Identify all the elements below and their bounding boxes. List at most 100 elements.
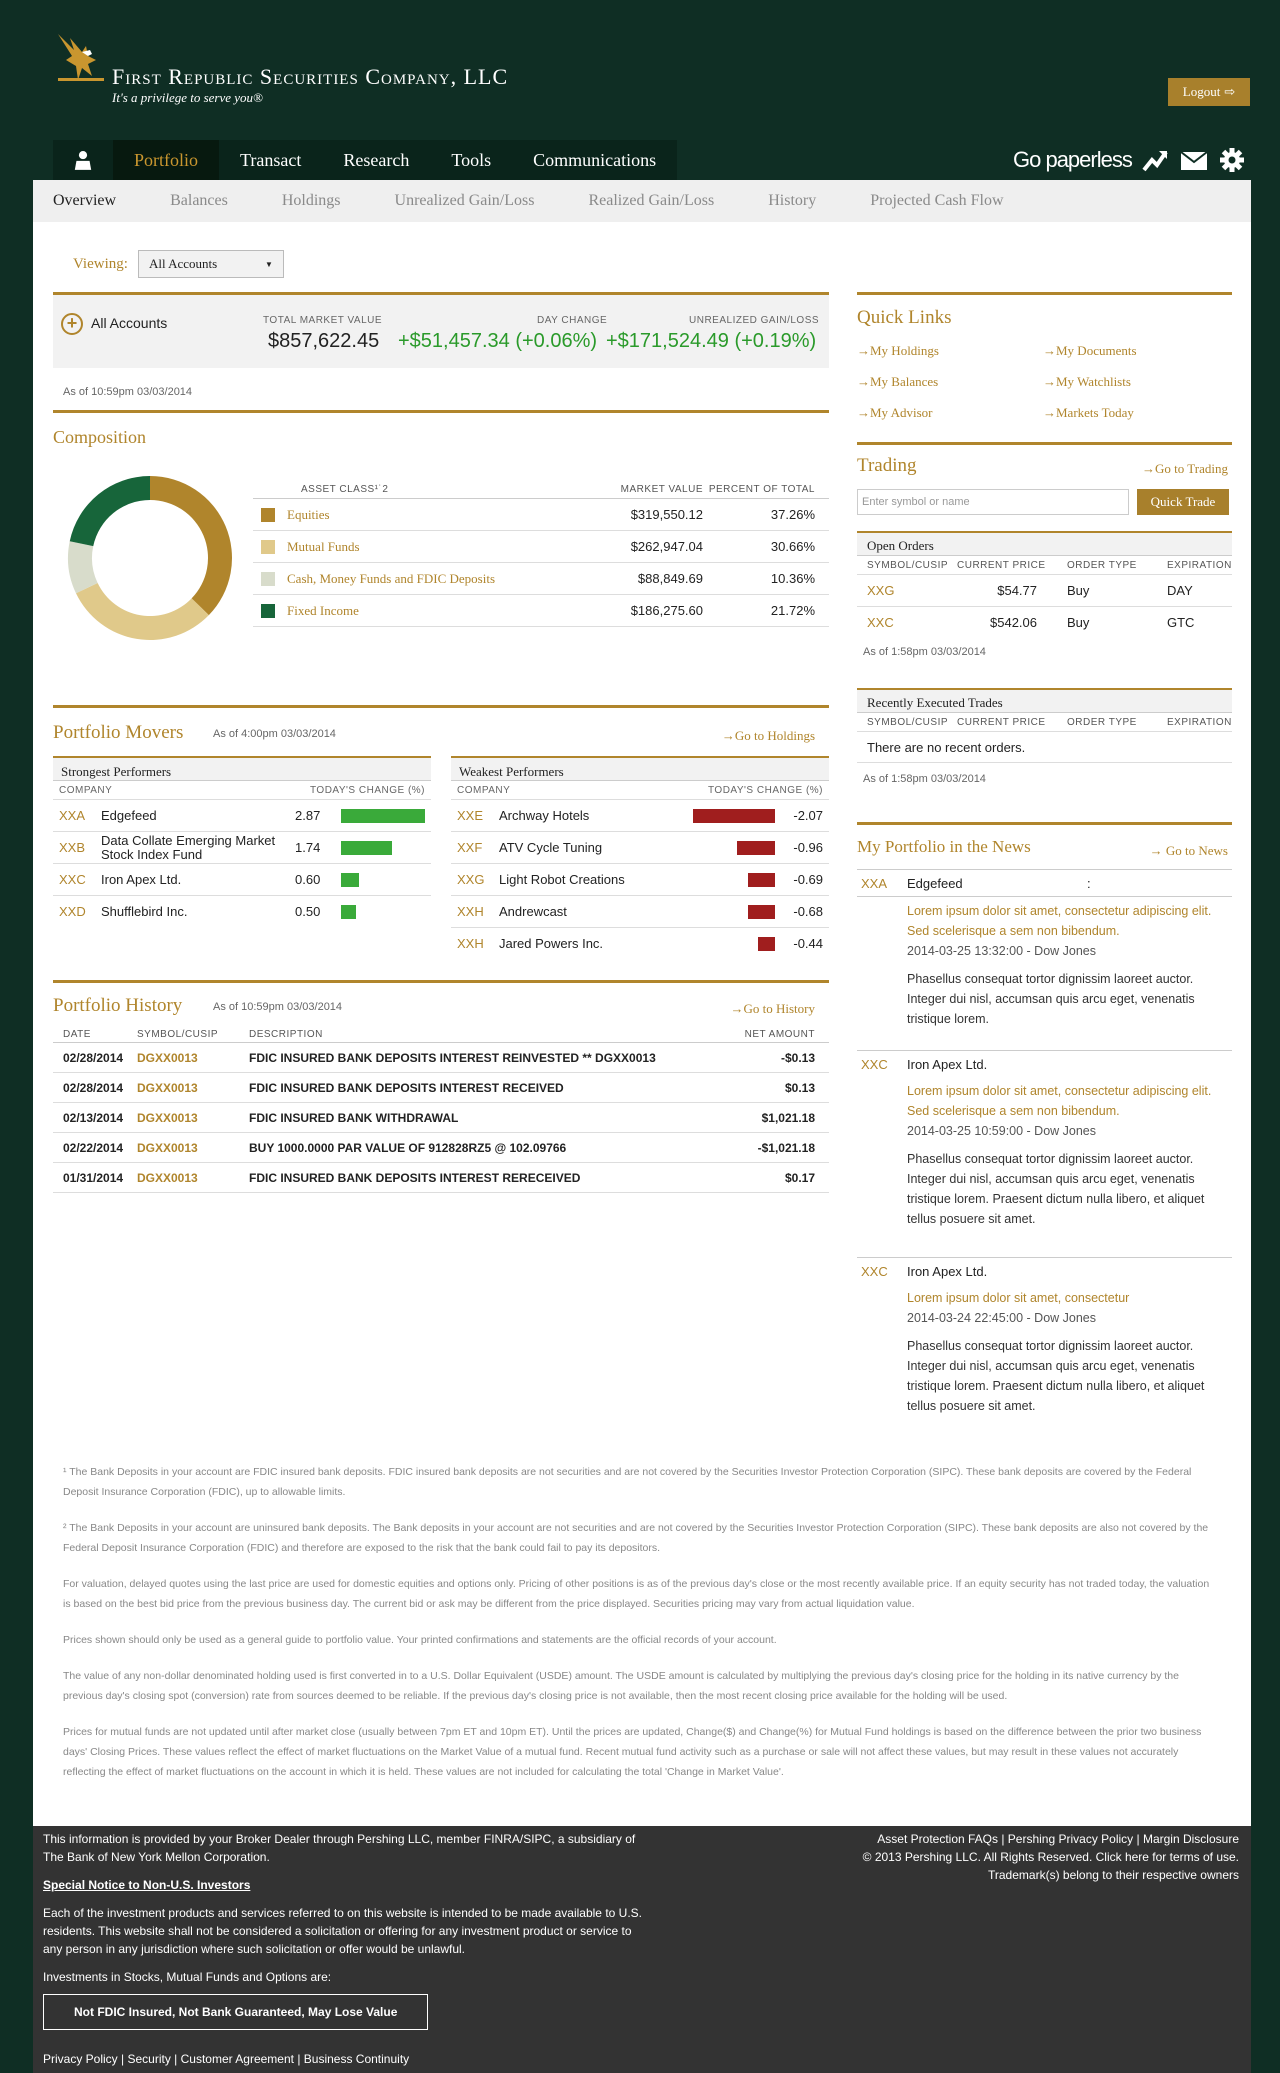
performer-row[interactable]: XXH Andrewcast -0.68 bbox=[451, 895, 829, 927]
news-company: Edgefeed bbox=[907, 875, 963, 891]
news-item[interactable]: XXC Iron Apex Ltd. Lorem ipsum dolor sit … bbox=[857, 1050, 1232, 1229]
nav-tools[interactable]: Tools bbox=[451, 149, 492, 170]
news-title: My Portfolio in the News bbox=[857, 837, 1031, 856]
history-symbol[interactable]: DGXX0013 bbox=[137, 1110, 198, 1125]
link-my-documents[interactable]: →My Documents bbox=[1043, 343, 1137, 358]
portfolio-movers-section: Portfolio Movers As of 4:00pm 03/03/2014… bbox=[53, 705, 829, 951]
symbol-search-input[interactable]: Enter symbol or name bbox=[857, 489, 1129, 515]
asset-class[interactable]: Fixed Income bbox=[287, 602, 359, 618]
performer-row[interactable]: XXC Iron Apex Ltd. 0.60 bbox=[53, 863, 431, 895]
news-item[interactable]: XXA Edgefeed: Lorem ipsum dolor sit amet,… bbox=[857, 869, 1232, 1029]
news-headline[interactable]: Lorem ipsum dolor sit amet, consectetur bbox=[907, 1291, 1130, 1305]
composition-row: Mutual Funds $262,947.04 30.66% bbox=[253, 531, 829, 563]
news-colon: : bbox=[1087, 875, 1091, 891]
link-markets-today[interactable]: →Markets Today bbox=[1043, 405, 1134, 420]
nav-portfolio[interactable]: Portfolio bbox=[113, 140, 220, 180]
legend-swatch bbox=[261, 571, 275, 586]
footer-bottom-links[interactable]: Privacy Policy | Security | Customer Agr… bbox=[43, 2052, 410, 2066]
performer-row[interactable]: XXD Shufflebird Inc. 0.50 bbox=[53, 895, 431, 927]
logout-button[interactable]: Logout ⇨ bbox=[1168, 78, 1250, 106]
subnav-balances[interactable]: Balances bbox=[170, 192, 228, 209]
performer-row[interactable]: XXG Light Robot Creations -0.69 bbox=[451, 863, 829, 895]
quick-trade-button[interactable]: Quick Trade bbox=[1137, 489, 1229, 515]
main-nav: Portfolio Transact Research Tools Commun… bbox=[53, 140, 678, 180]
link-my-watchlists[interactable]: →My Watchlists bbox=[1043, 374, 1131, 389]
go-to-holdings-link[interactable]: →Go to Holdings bbox=[721, 728, 815, 743]
subnav-realized[interactable]: Realized Gain/Loss bbox=[588, 192, 715, 209]
asset-class[interactable]: Mutual Funds bbox=[287, 538, 360, 554]
footer-info: This information is provided by your Bro… bbox=[43, 1832, 636, 1864]
history-symbol[interactable]: DGXX0013 bbox=[137, 1080, 198, 1095]
performer-symbol[interactable]: XXH bbox=[457, 936, 484, 951]
change-bar-track bbox=[693, 840, 775, 855]
news-headline[interactable]: Lorem ipsum dolor sit amet, consectetur … bbox=[907, 1084, 1212, 1118]
news-meta: 2014-03-25 13:32:00 - Dow Jones bbox=[907, 944, 1097, 958]
order-symbol[interactable]: XXC bbox=[867, 615, 894, 630]
performer-symbol[interactable]: XXF bbox=[457, 840, 483, 855]
performer-symbol[interactable]: XXA bbox=[59, 808, 86, 823]
performer-company: Shufflebird Inc. bbox=[101, 903, 188, 919]
nav-communications[interactable]: Communications bbox=[533, 149, 657, 170]
mail-icon[interactable] bbox=[1180, 149, 1208, 171]
col-price: CURRENT PRICE bbox=[957, 559, 1046, 571]
link-my-balances[interactable]: →My Balances bbox=[857, 374, 939, 389]
subnav-overview[interactable]: Overview bbox=[53, 192, 117, 209]
go-to-trading-link[interactable]: →Go to Trading bbox=[1142, 461, 1228, 476]
logout-label: Logout bbox=[1182, 84, 1221, 99]
performer-row[interactable]: XXF ATV Cycle Tuning -0.96 bbox=[451, 831, 829, 863]
footer-right-links[interactable]: Asset Protection FAQs | Pershing Privacy… bbox=[877, 1832, 1239, 1846]
performer-row[interactable]: XXB Data Collate Emerging Market Stock In… bbox=[53, 831, 431, 863]
order-expiration: DAY bbox=[1167, 583, 1193, 598]
performer-symbol[interactable]: XXE bbox=[457, 808, 484, 823]
subnav-history[interactable]: History bbox=[768, 192, 817, 209]
nav-transact[interactable]: Transact bbox=[240, 149, 302, 170]
history-row[interactable]: 02/13/2014 DGXX0013 FDIC INSURED BANK WITH… bbox=[53, 1103, 829, 1133]
go-paperless-link[interactable]: Go paperless bbox=[1013, 147, 1133, 172]
expand-plus-icon[interactable]: + bbox=[61, 313, 83, 335]
col-change: TODAY'S CHANGE (%) bbox=[708, 784, 823, 796]
history-row[interactable]: 02/22/2014 DGXX0013 BUY 1000.0000 PAR VALU… bbox=[53, 1133, 829, 1163]
subnav-cashflow[interactable]: Projected Cash Flow bbox=[870, 192, 1004, 209]
performer-symbol[interactable]: XXH bbox=[457, 904, 484, 919]
col-symbol: SYMBOL/CUSIP bbox=[137, 1029, 219, 1040]
performer-row[interactable]: XXE Archway Hotels -2.07 bbox=[451, 799, 829, 831]
performer-row[interactable]: XXA Edgefeed 2.87 bbox=[53, 799, 431, 831]
logout-icon: ⇨ bbox=[1224, 84, 1236, 99]
history-symbol[interactable]: DGXX0013 bbox=[137, 1170, 198, 1185]
special-notice-link[interactable]: Special Notice to Non-U.S. Investors bbox=[43, 1878, 251, 1892]
performer-company: Jared Powers Inc. bbox=[499, 935, 604, 951]
performer-symbol[interactable]: XXG bbox=[457, 872, 485, 887]
history-row[interactable]: 01/31/2014 DGXX0013 FDIC INSURED BANK DEPO… bbox=[53, 1163, 829, 1193]
link-my-holdings[interactable]: →My Holdings bbox=[857, 343, 939, 358]
history-row[interactable]: 02/28/2014 DGXX0013 FDIC INSURED BANK DEPO… bbox=[53, 1043, 829, 1073]
performer-symbol[interactable]: XXB bbox=[59, 840, 86, 855]
user-profile-icon[interactable] bbox=[53, 140, 113, 180]
news-headline[interactable]: Lorem ipsum dolor sit amet, consectetur … bbox=[907, 904, 1212, 938]
settings-gear-icon[interactable] bbox=[1220, 148, 1244, 172]
performer-symbol[interactable]: XXD bbox=[59, 904, 86, 919]
open-orders-title: Open Orders bbox=[857, 531, 1232, 556]
asset-class[interactable]: Equities bbox=[287, 506, 330, 522]
legend-swatch bbox=[261, 603, 275, 618]
footer: This information is provided by your Bro… bbox=[33, 1826, 1251, 2073]
subnav-unrealized[interactable]: Unrealized Gain/Loss bbox=[394, 192, 535, 209]
go-to-news-link[interactable]: → Go to News bbox=[1149, 843, 1228, 858]
order-symbol[interactable]: XXG bbox=[867, 583, 895, 598]
trend-chart-icon[interactable] bbox=[1142, 148, 1168, 172]
link-my-advisor[interactable]: →My Advisor bbox=[857, 405, 933, 420]
history-symbol[interactable]: DGXX0013 bbox=[137, 1140, 198, 1155]
order-row[interactable]: XXC $542.06 Buy GTC bbox=[857, 606, 1232, 638]
change-bar bbox=[341, 904, 356, 919]
order-row[interactable]: XXG $54.77 Buy DAY bbox=[857, 574, 1232, 606]
go-to-history-link[interactable]: →Go to History bbox=[730, 1001, 816, 1016]
performer-row[interactable]: XXH Jared Powers Inc. -0.44 bbox=[451, 927, 829, 959]
subnav-holdings[interactable]: Holdings bbox=[281, 192, 341, 209]
header-tools bbox=[1142, 140, 1244, 180]
nav-research[interactable]: Research bbox=[343, 149, 410, 170]
performer-symbol[interactable]: XXC bbox=[59, 872, 86, 887]
news-item[interactable]: XXC Iron Apex Ltd. Lorem ipsum dolor sit … bbox=[857, 1257, 1232, 1416]
account-select[interactable]: All Accounts ▼ bbox=[137, 250, 284, 278]
asset-class[interactable]: Cash, Money Funds and FDIC Deposits bbox=[287, 570, 496, 586]
history-symbol[interactable]: DGXX0013 bbox=[137, 1050, 198, 1065]
history-row[interactable]: 02/28/2014 DGXX0013 FDIC INSURED BANK DEPO… bbox=[53, 1073, 829, 1103]
